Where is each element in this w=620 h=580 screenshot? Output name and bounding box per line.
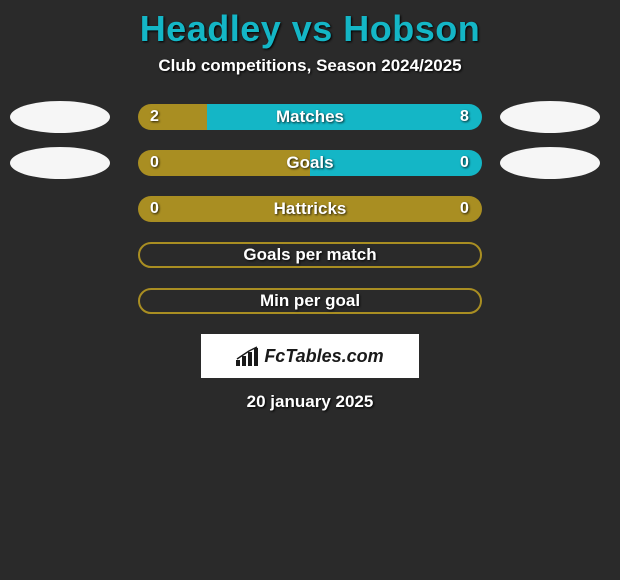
stat-bar xyxy=(138,196,482,222)
brand-text: FcTables.com xyxy=(264,346,383,367)
stat-row: 00Goals xyxy=(0,150,620,176)
stat-value-right: 0 xyxy=(460,150,469,176)
stat-value-left: 2 xyxy=(150,104,159,130)
bar-segment-right xyxy=(310,150,482,176)
bar-segment-right xyxy=(207,104,482,130)
stat-value-left: 0 xyxy=(150,196,159,222)
page-title: Headley vs Hobson xyxy=(0,8,620,50)
bar-segment-left xyxy=(138,104,207,130)
team-logo-right xyxy=(500,147,600,179)
stat-row: 28Matches xyxy=(0,104,620,130)
widget-container: Headley vs Hobson Club competitions, Sea… xyxy=(0,0,620,412)
stat-bar xyxy=(138,242,482,268)
stat-row: 00Hattricks xyxy=(0,196,620,222)
stat-bar xyxy=(138,104,482,130)
footer-date: 20 january 2025 xyxy=(0,392,620,412)
bar-chart-icon xyxy=(236,346,260,366)
team-logo-right xyxy=(500,101,600,133)
stat-value-right: 8 xyxy=(460,104,469,130)
team-logo-left xyxy=(10,101,110,133)
bar-segment-left xyxy=(138,196,482,222)
stat-value-left: 0 xyxy=(150,150,159,176)
stat-bar xyxy=(138,150,482,176)
stat-value-right: 0 xyxy=(460,196,469,222)
brand-box[interactable]: FcTables.com xyxy=(201,334,419,378)
stat-row: Goals per match xyxy=(0,242,620,268)
stat-bar xyxy=(138,288,482,314)
team-logo-left xyxy=(10,147,110,179)
stats-area: 28Matches00Goals00HattricksGoals per mat… xyxy=(0,104,620,314)
page-subtitle: Club competitions, Season 2024/2025 xyxy=(0,56,620,76)
stat-row: Min per goal xyxy=(0,288,620,314)
bar-segment-left xyxy=(138,150,310,176)
